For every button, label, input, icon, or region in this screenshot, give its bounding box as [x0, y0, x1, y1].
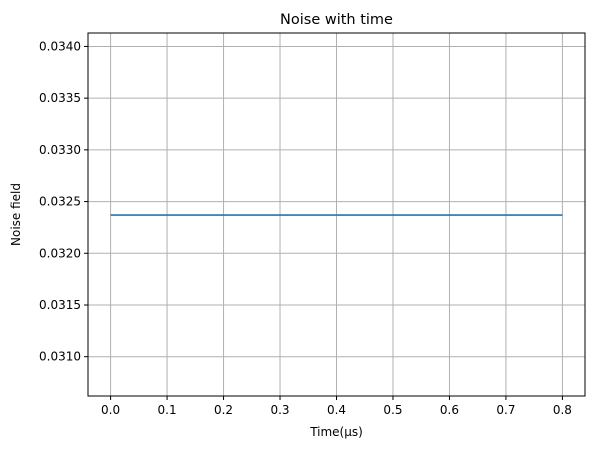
- x-tick-label: 0.1: [158, 403, 177, 417]
- y-tick-label: 0.0325: [39, 195, 81, 209]
- y-tick-label: 0.0340: [39, 39, 81, 53]
- y-tick-label: 0.0310: [39, 350, 81, 364]
- x-tick-label: 0.0: [101, 403, 120, 417]
- x-tick-label: 0.6: [440, 403, 459, 417]
- x-tick-label: 0.2: [214, 403, 233, 417]
- chart-title: Noise with time: [280, 12, 393, 28]
- x-tick-label: 0.7: [496, 403, 515, 417]
- x-axis-label: Time(μs): [309, 425, 363, 439]
- y-tick-label: 0.0315: [39, 298, 81, 312]
- x-tick-label: 0.4: [327, 403, 346, 417]
- x-tick-label: 0.8: [553, 403, 572, 417]
- y-tick-label: 0.0320: [39, 246, 81, 260]
- x-axis-ticks: 0.0 0.1 0.2 0.3 0.4 0.5 0.6 0.7 0.8: [101, 396, 572, 417]
- y-tick-label: 0.0335: [39, 91, 81, 105]
- y-axis-label: Noise field: [9, 183, 23, 246]
- y-tick-label: 0.0330: [39, 143, 81, 157]
- x-tick-label: 0.3: [270, 403, 289, 417]
- x-tick-label: 0.5: [383, 403, 402, 417]
- y-axis-ticks: 0.0310 0.0315 0.0320 0.0325 0.0330 0.0335 0.03…: [39, 39, 88, 364]
